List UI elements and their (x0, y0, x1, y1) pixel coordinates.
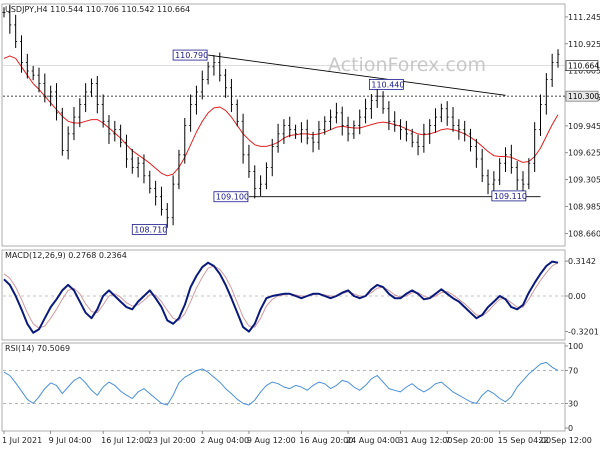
price-annotation-label: 109.110 (494, 192, 527, 201)
price-ytick-label: 110.925 (568, 40, 600, 49)
price-ytick-label: 109.305 (568, 176, 600, 185)
moving-average-line (3, 55, 559, 177)
rsi-panel-frame (1, 342, 566, 432)
price-annotation-box (131, 224, 167, 235)
price-annotation-label: 109.100 (216, 193, 249, 202)
price-annotation-label: 110.790 (175, 51, 208, 60)
macd-signal-line (3, 262, 559, 329)
rsi-plot: 100 70 30 0 (3, 342, 583, 433)
price-annotation-label: 110.440 (371, 80, 404, 89)
x-tick-label: 16 Jul 12:00 (101, 436, 149, 445)
price-ytick-label: 108.985 (568, 202, 600, 211)
x-tick-label: 22 Sep 12:00 (539, 436, 592, 445)
rsi-line (3, 361, 559, 406)
macd-line (3, 260, 559, 334)
price-ytick-label: 108.660 (568, 230, 600, 239)
x-tick-label: 23 Jul 20:00 (148, 436, 196, 445)
price-panel-frame (1, 3, 566, 247)
price-annotation-box (172, 49, 208, 61)
last-price-badge (565, 60, 599, 71)
x-tick-label: 7 Sep 20:00 (445, 436, 493, 445)
price-ytick-label: 109.945 (568, 122, 600, 131)
price-annotation-box (368, 79, 404, 90)
price-annotation-box (213, 191, 249, 203)
macd-plot: 0.3142 0.00 -0.3201 (3, 257, 599, 337)
watermark: ActionForex.com (328, 54, 486, 76)
x-tick-label: 1 Jul 2021 (2, 436, 42, 445)
rsi-ytick-label: 70 (568, 367, 578, 376)
price-ytick-label: 111.245 (568, 13, 600, 22)
rsi-ytick-label: 30 (568, 399, 578, 408)
macd-ytick-label: 0.00 (568, 292, 586, 301)
x-tick-label: 2 Aug 04:00 (200, 436, 249, 445)
macd-header: MACD(12,26,9) 0.2768 0.2364 (5, 251, 127, 260)
price-ytick-label: 110.605 (568, 67, 600, 76)
price-ytick-label: 109.625 (568, 149, 600, 158)
x-tick-label: 9 Aug 12:00 (247, 436, 296, 445)
x-tick-label: 15 Sep 04:00 (498, 436, 551, 445)
macd-panel-frame (1, 249, 566, 341)
macd-ytick-label: -0.3201 (568, 328, 599, 337)
last-price-label: 110.664 (568, 62, 599, 71)
x-tick-label: 9 Jul 04:00 (49, 436, 92, 445)
rsi-ytick-label: 0 (568, 424, 573, 433)
level-badge-label: 110.300 (568, 92, 599, 101)
x-tick-label: 31 Aug 12:00 (399, 436, 453, 445)
trendline (208, 54, 506, 96)
price-plot: 108.660108.985109.305109.625109.945110.2… (2, 4, 600, 239)
rsi-ytick-label: 100 (568, 342, 583, 351)
price-annotation-box (491, 190, 527, 202)
price-annotation-label: 108.710 (134, 225, 167, 234)
rsi-header: RSI(14) 70.5069 (5, 344, 70, 353)
macd-ytick-label: 0.3142 (568, 257, 596, 266)
x-tick-label: 24 Aug 04:00 (346, 436, 400, 445)
level-badge (565, 90, 599, 102)
price-header: USDJPY,H4 110.544 110.706 110.542 110.66… (5, 5, 190, 14)
x-tick-label: 16 Aug 20:00 (299, 436, 353, 445)
